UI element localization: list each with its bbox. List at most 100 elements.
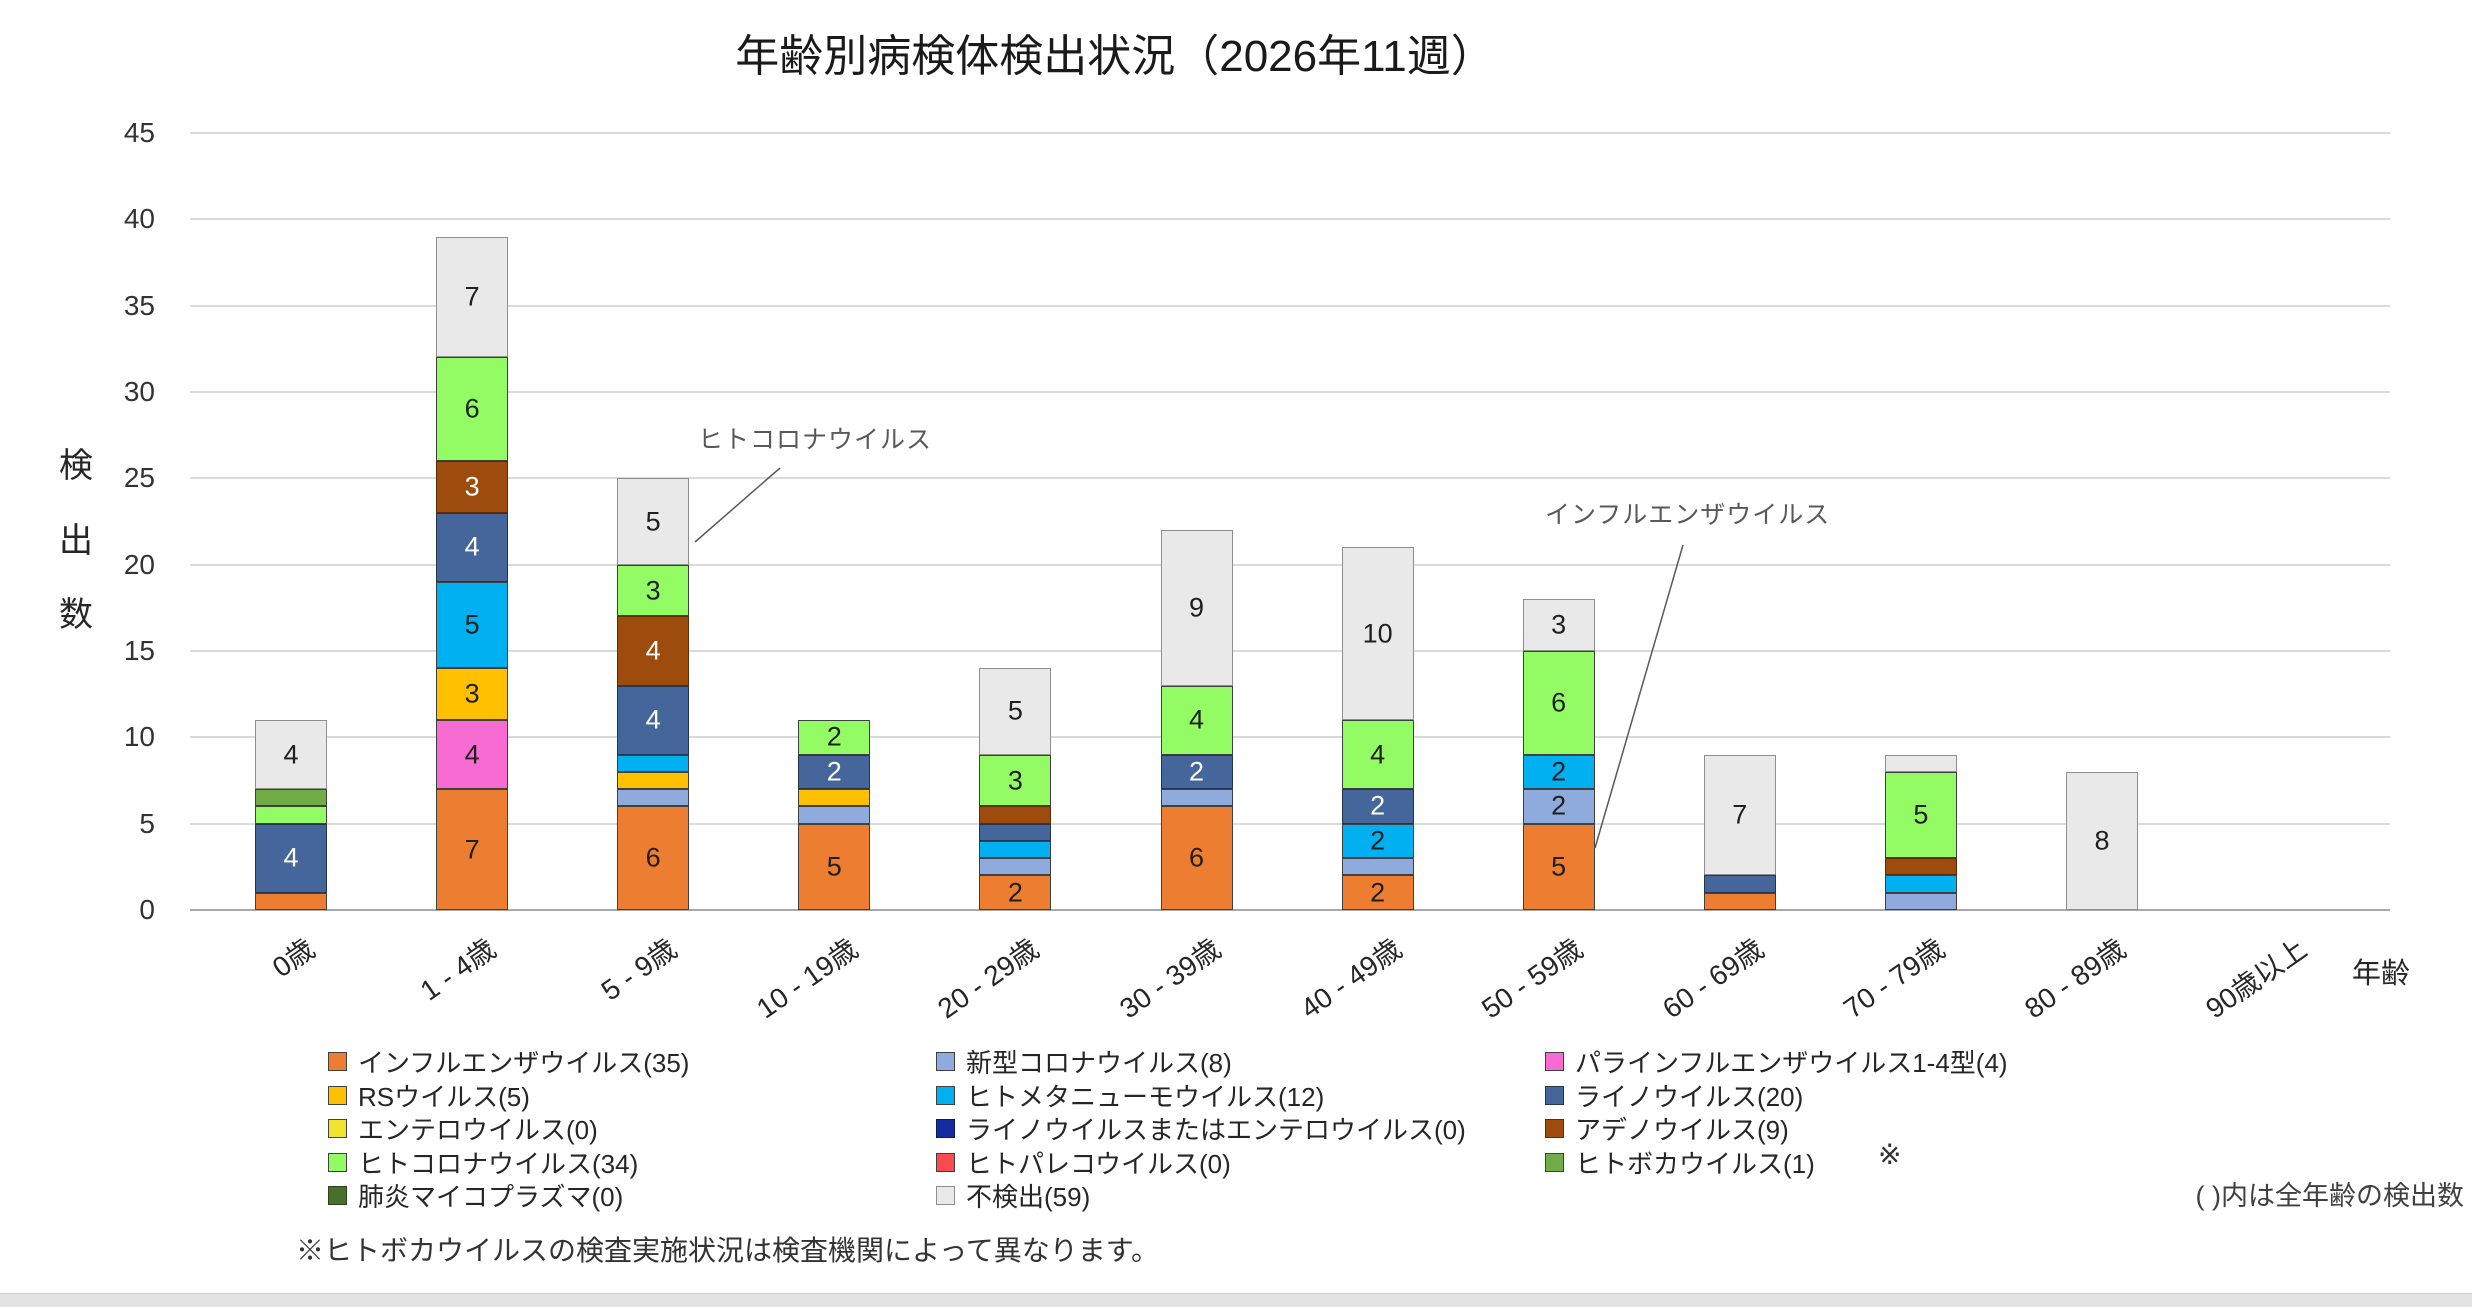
y-axis-title: 検出数 [56, 438, 96, 636]
bar-segment-value: 5 [464, 609, 480, 640]
bar-segment [617, 754, 690, 772]
bar-segment: 6 [436, 357, 509, 462]
bar-segment: 6 [1160, 806, 1233, 910]
bar-segment-value: 7 [1732, 799, 1748, 830]
legend-item: ヒトコロナウイルス(34) [328, 1146, 689, 1180]
bar-segment: 3 [1522, 599, 1595, 651]
bar-segment [1884, 858, 1957, 876]
y-tick-label: 10 [123, 721, 155, 753]
gridline [190, 391, 2390, 393]
legend-label: パラインフルエンザウイルス1-4型(4) [1575, 1048, 2008, 1079]
legend-swatch [1545, 1152, 1564, 1172]
legend-item: パラインフルエンザウイルス1-4型(4) [1545, 1045, 2008, 1079]
bar-segment-value: 3 [464, 678, 480, 709]
bar-segment-value: 5 [1007, 695, 1023, 726]
legend-asterisk-mark: ※ [1878, 1139, 1902, 1170]
bar-segment-value: 4 [1370, 739, 1386, 770]
bar-segment: 5 [617, 478, 690, 565]
chart-title: 年齢別病検体検出状況（2026年11週） [735, 32, 1495, 81]
bar-segment-value: 4 [283, 842, 299, 873]
bar-segment: 8 [2066, 771, 2138, 910]
gridline [190, 822, 2390, 825]
bar-segment-value: 6 [464, 393, 480, 424]
bar-segment [979, 858, 1052, 876]
legend-column: インフルエンザウイルス(35) RSウイルス(5) エンテロウイルス(0) ヒトコロナ… [328, 1045, 689, 1213]
bar-segment-value: 3 [645, 575, 661, 606]
legend-label: インフルエンザウイルス(35) [358, 1048, 690, 1079]
bar-segment: 6 [617, 806, 690, 910]
bar-segment: 2 [1341, 823, 1414, 859]
gridline [190, 736, 2390, 739]
bar-segment: 3 [617, 564, 690, 617]
bar-segment-value: 10 [1362, 618, 1393, 649]
gridline [190, 563, 2390, 566]
bar-segment-value: 6 [1188, 842, 1205, 873]
legend-swatch [1545, 1085, 1564, 1105]
bar-segment: 7 [436, 236, 509, 358]
bar-segment-value: 4 [645, 704, 661, 735]
bar-segment-value: 5 [645, 506, 661, 536]
bar-segment [1884, 754, 1957, 772]
bar-segment: 7 [436, 789, 509, 910]
bar-segment: 4 [1160, 685, 1233, 755]
legend-swatch [936, 1186, 955, 1206]
legend-label: ヒトボカウイルス(1) [1575, 1148, 1815, 1179]
bar-segment [1703, 875, 1776, 893]
y-tick-label: 25 [123, 462, 155, 494]
bar-segment: 2 [1522, 754, 1595, 790]
legend-swatch [936, 1152, 955, 1172]
y-axis-title-char: 検 [59, 447, 93, 485]
legend-label: ヒトメタニューモウイルス(12) [966, 1081, 1325, 1112]
bar-segment [979, 840, 1052, 859]
bar-segment: 9 [1160, 530, 1233, 686]
bar-segment [255, 892, 327, 910]
bar-segment: 3 [979, 754, 1052, 807]
bar-segment [1341, 858, 1414, 876]
bar-segment: 4 [255, 720, 327, 790]
legend-item: RSウイルス(5) [328, 1079, 689, 1113]
bar-segment: 4 [617, 685, 690, 755]
legend-label: ヒトコロナウイルス(34) [358, 1148, 639, 1179]
bar-segment-value: 2 [1370, 877, 1386, 908]
y-tick-label: 0 [139, 894, 155, 925]
bar-segment: 5 [1884, 771, 1957, 859]
legend-column: パラインフルエンザウイルス1-4型(4) ライノウイルス(20) アデノウイルス(9… [1545, 1045, 2008, 1179]
bar-segment: 7 [1703, 754, 1776, 876]
gridline [190, 304, 2390, 307]
gridline [190, 477, 2390, 480]
legend-item: インフルエンザウイルス(35) [328, 1045, 689, 1079]
bar-segment: 2 [979, 875, 1052, 910]
legend-label: アデノウイルス(9) [1575, 1115, 1789, 1146]
bar-segment [617, 789, 690, 807]
legend-item: アデノウイルス(9) [1545, 1112, 2008, 1146]
gridline [190, 132, 2390, 134]
bar-segment: 3 [436, 461, 509, 513]
bar-segment-value: 5 [1551, 851, 1567, 882]
bar-segment-value: 3 [1551, 609, 1567, 640]
bar-segment-value: 2 [1370, 825, 1386, 856]
bar-segment-value: 2 [1551, 756, 1567, 787]
legend-item: エンテロウイルス(0) [328, 1112, 689, 1146]
boca-footnote: ※ヒトボカウイルスの検査実施状況は検査機関によって異なります。 [296, 1235, 1159, 1266]
legend-swatch [1545, 1119, 1564, 1139]
plot-area: 4 4 7 4 3 5 4 3 6 7 6 4 4 3 5 5 2 2 2 3 5 6 2 4 9 2 2 2 4 10 5 2 2 6 3 7 5 8 [190, 132, 2390, 911]
bar-segment-value: 2 [826, 721, 842, 752]
legend-label: 肺炎マイコプラズマ(0) [358, 1182, 624, 1213]
y-tick-label: 20 [123, 548, 155, 580]
gridline [190, 218, 2390, 221]
bar-segment: 5 [1522, 823, 1595, 910]
legend-item: 肺炎マイコプラズマ(0) [328, 1179, 689, 1213]
bar-segment: 4 [255, 823, 327, 893]
bar-segment: 4 [436, 720, 509, 790]
legend-label: ライノウイルスまたはエンテロウイルス(0) [966, 1115, 1466, 1146]
bar-segment-value: 4 [283, 739, 299, 770]
bar-segment [617, 771, 690, 790]
y-tick-label: 35 [123, 289, 155, 321]
legend-label: 新型コロナウイルス(8) [966, 1048, 1232, 1079]
bar-segment-value: 5 [1913, 799, 1929, 830]
legend-item: 不検出(59) [936, 1179, 1466, 1213]
legend-label: ライノウイルス(20) [1575, 1081, 1804, 1112]
bar-segment-value: 8 [2094, 825, 2110, 856]
bar-segment-value: 6 [645, 842, 661, 873]
legend-swatch [328, 1186, 347, 1206]
